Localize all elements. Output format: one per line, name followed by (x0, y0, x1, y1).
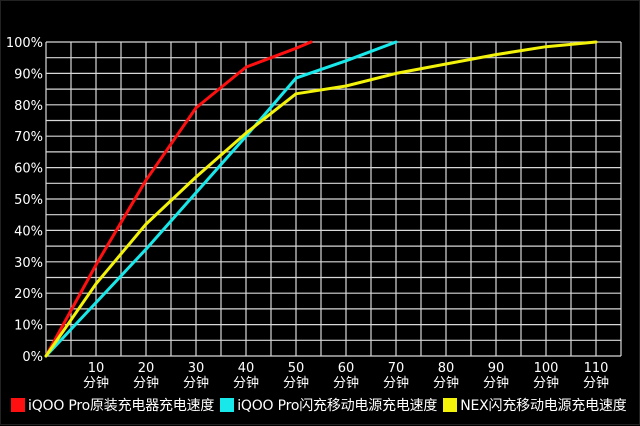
x-tick-unit: 分钟 (83, 375, 109, 391)
legend: iQOO Pro原装充电器充电速度 iQOO Pro闪充移动电源充电速度 NEX… (11, 395, 633, 415)
y-tick-label: 100% (6, 36, 43, 51)
series-line-0 (44, 40, 313, 358)
y-tick-label: 60% (14, 162, 43, 177)
x-tick-label: 50 (288, 361, 305, 376)
x-tick-unit: 分钟 (483, 375, 509, 391)
legend-swatch-yellow (443, 398, 458, 412)
legend-item-iqoo-powerbank: iQOO Pro闪充移动电源充电速度 (220, 395, 437, 415)
x-tick-unit: 分钟 (283, 375, 309, 391)
x-tick-label: 90 (488, 361, 505, 376)
y-tick-label: 0% (22, 350, 43, 365)
x-tick-label: 100 (534, 361, 559, 376)
y-tick-label: 70% (14, 130, 43, 145)
x-tick-unit: 分钟 (233, 375, 259, 391)
x-tick-label: 10 (88, 361, 105, 376)
x-tick-label: 40 (238, 361, 255, 376)
x-tick-label: 80 (438, 361, 455, 376)
y-tick-label: 50% (14, 193, 43, 208)
y-tick-label: 90% (14, 67, 43, 82)
x-tick-unit: 分钟 (183, 375, 209, 391)
x-tick-unit: 分钟 (433, 375, 459, 391)
legend-label: iQOO Pro闪充移动电源充电速度 (237, 398, 438, 414)
x-tick-unit: 分钟 (533, 375, 559, 391)
series-line-1 (44, 40, 398, 358)
legend-label: iQOO Pro原装充电器充电速度 (28, 398, 215, 414)
x-tick-label: 60 (338, 361, 355, 376)
y-tick-label: 80% (14, 99, 43, 114)
x-tick-label: 70 (388, 361, 405, 376)
series-line-2 (44, 40, 598, 358)
x-tick-unit: 分钟 (383, 375, 409, 391)
x-tick-unit: 分钟 (583, 375, 609, 391)
y-tick-label: 10% (14, 319, 43, 334)
y-tick-label: 20% (14, 287, 43, 302)
legend-label: NEX闪充移动电源充电速度 (460, 398, 627, 414)
x-tick-unit: 分钟 (133, 375, 159, 391)
legend-item-iqoo-charger: iQOO Pro原装充电器充电速度 (11, 395, 214, 415)
legend-swatch-red (11, 398, 25, 412)
x-tick-label: 110 (584, 361, 609, 376)
legend-swatch-cyan (220, 398, 235, 412)
x-tick-label: 30 (188, 361, 205, 376)
y-tick-label: 30% (14, 256, 43, 271)
x-tick-label: 20 (138, 361, 155, 376)
legend-item-nex-powerbank: NEX闪充移动电源充电速度 (443, 395, 627, 415)
x-tick-unit: 分钟 (333, 375, 359, 391)
y-tick-label: 40% (14, 224, 43, 239)
